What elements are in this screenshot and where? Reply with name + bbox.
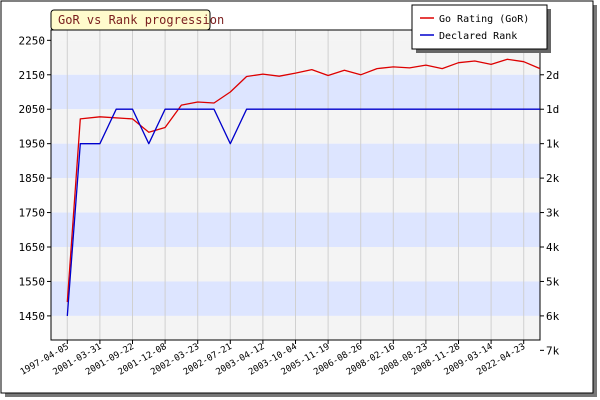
rank-tick-label: 1d	[546, 103, 559, 116]
rank-tick-label: 2d	[546, 69, 559, 82]
rank-tick-label: 5k	[546, 275, 560, 288]
gor-series-line	[66, 58, 540, 303]
rank-tick-label: 2k	[546, 172, 560, 185]
vertical-gridlines	[66, 30, 525, 340]
rank-tick-label: 4k	[546, 241, 560, 254]
y-tick-label: 2050	[19, 103, 46, 116]
series-lines	[66, 58, 540, 316]
legend-label-gor: Go Rating (GoR)	[439, 14, 529, 25]
left-axis-ticks: 2250 2150 2050 1950 1850 1750 1650 1550 1450	[19, 34, 51, 323]
chart-title-box: GoR vs Rank progression	[50, 9, 224, 31]
right-axis-ticks: 2d 1d 1k 2k 3k 4k 5k 6k 7k	[540, 69, 560, 357]
rank-tick-label: 7k	[546, 344, 560, 357]
y-tick-label: 1850	[19, 172, 46, 185]
legend: Go Rating (GoR) Declared Rank	[411, 4, 551, 53]
y-tick-label: 2150	[19, 69, 46, 82]
y-tick-label: 1650	[19, 241, 46, 254]
rank-tick-label: 1k	[546, 138, 560, 151]
rank-tick-label: 6k	[546, 310, 560, 323]
y-tick-label: 1750	[19, 207, 46, 220]
rank-series-line	[66, 108, 540, 316]
y-tick-label: 1550	[19, 275, 46, 288]
legend-label-rank: Declared Rank	[439, 31, 517, 42]
chart-title: GoR vs Rank progression	[58, 13, 224, 27]
y-tick-label: 2250	[19, 34, 46, 47]
y-tick-label: 1450	[19, 310, 46, 323]
y-tick-label: 1950	[19, 138, 46, 151]
rank-tick-label: 3k	[546, 207, 560, 220]
